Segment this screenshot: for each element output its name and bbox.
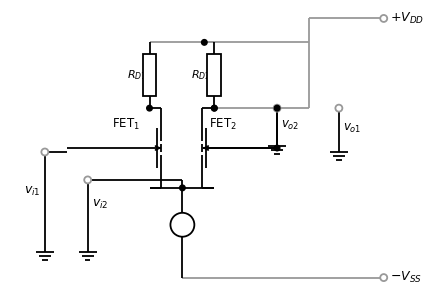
Circle shape (41, 148, 48, 155)
Bar (143, 54, 156, 96)
Text: $v_{o1}$: $v_{o1}$ (343, 121, 361, 135)
Text: $\mathrm{FET}_2$: $\mathrm{FET}_2$ (210, 117, 237, 132)
Circle shape (274, 105, 280, 111)
Text: $-V_{SS}$: $-V_{SS}$ (390, 270, 422, 285)
Circle shape (212, 105, 217, 111)
Circle shape (380, 15, 387, 22)
Circle shape (180, 185, 185, 191)
Circle shape (171, 213, 194, 237)
Circle shape (273, 105, 280, 112)
Circle shape (202, 39, 207, 45)
Text: $+V_{DD}$: $+V_{DD}$ (390, 11, 424, 26)
Circle shape (380, 274, 387, 281)
Circle shape (84, 177, 91, 183)
Circle shape (274, 145, 280, 151)
Circle shape (212, 105, 217, 111)
Text: $v_{i1}$: $v_{i1}$ (24, 185, 41, 198)
Text: $v_{i2}$: $v_{i2}$ (92, 198, 108, 211)
Circle shape (335, 105, 343, 112)
Bar (207, 54, 221, 96)
Text: $R_{D1}$: $R_{D1}$ (127, 68, 146, 82)
Text: $R_{D2}$: $R_{D2}$ (191, 68, 211, 82)
Text: $\mathrm{FET}_1$: $\mathrm{FET}_1$ (111, 117, 140, 132)
Text: $v_{o2}$: $v_{o2}$ (281, 118, 299, 132)
Circle shape (147, 105, 152, 111)
